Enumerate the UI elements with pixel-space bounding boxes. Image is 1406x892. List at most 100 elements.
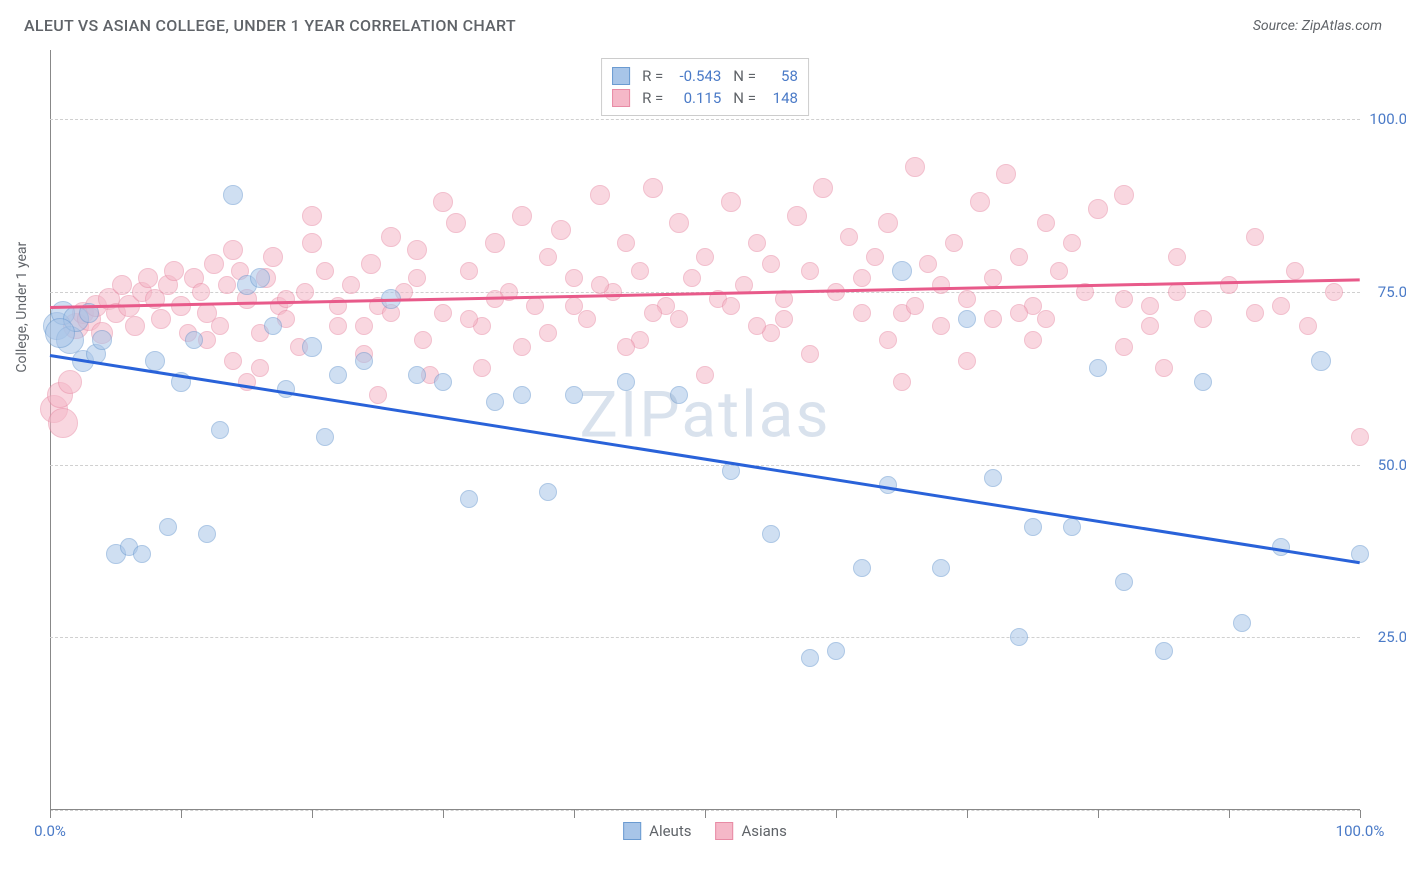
x-tick	[574, 810, 575, 818]
legend-item: Aleuts	[623, 822, 691, 840]
scatter-point	[355, 352, 373, 370]
scatter-point	[224, 352, 242, 370]
scatter-point	[1246, 228, 1264, 246]
scatter-point	[48, 408, 78, 438]
gridline-h	[50, 637, 1360, 638]
scatter-point	[670, 310, 688, 328]
x-tick	[967, 810, 968, 818]
scatter-point	[1325, 283, 1343, 301]
scatter-point	[631, 262, 649, 280]
legend-swatch	[715, 822, 733, 840]
scatter-point	[1115, 573, 1133, 591]
scatter-point	[414, 331, 432, 349]
scatter-point	[204, 254, 224, 274]
scatter-point	[1155, 359, 1173, 377]
scatter-point	[853, 304, 871, 322]
scatter-point	[1037, 214, 1055, 232]
scatter-point	[1194, 310, 1212, 328]
scatter-point	[932, 559, 950, 577]
scatter-point	[539, 483, 557, 501]
scatter-point	[164, 261, 184, 281]
scatter-point	[762, 255, 780, 273]
scatter-point	[905, 157, 925, 177]
gridline-h	[50, 465, 1360, 466]
scatter-point	[996, 164, 1016, 184]
scatter-point	[1063, 518, 1081, 536]
y-axis-label: 50.0%	[1378, 456, 1406, 474]
scatter-point	[853, 269, 871, 287]
scatter-point	[192, 283, 210, 301]
scatter-point	[1194, 373, 1212, 391]
scatter-point	[669, 213, 689, 233]
scatter-point	[801, 649, 819, 667]
scatter-point	[565, 386, 583, 404]
scatter-point	[361, 254, 381, 274]
scatter-point	[1141, 317, 1159, 335]
scatter-point	[1115, 290, 1133, 308]
scatter-point	[1089, 359, 1107, 377]
scatter-point	[1010, 248, 1028, 266]
scatter-point	[696, 248, 714, 266]
scatter-point	[45, 318, 75, 348]
scatter-point	[1233, 614, 1251, 632]
scatter-point	[223, 185, 243, 205]
scatter-point	[485, 233, 505, 253]
stats-r-label: R =	[642, 89, 663, 107]
scatter-point	[329, 366, 347, 384]
x-tick	[1360, 810, 1361, 818]
stats-n-label: N =	[733, 89, 756, 107]
scatter-point	[853, 559, 871, 577]
scatter-point	[1311, 351, 1331, 371]
x-tick	[443, 810, 444, 818]
scatter-point	[932, 317, 950, 335]
legend-label: Asians	[741, 822, 786, 840]
x-axis-label: 100.0%	[1336, 822, 1385, 840]
scatter-point	[539, 324, 557, 342]
scatter-point	[590, 185, 610, 205]
scatter-point	[906, 297, 924, 315]
scatter-point	[408, 366, 426, 384]
scatter-point	[1050, 262, 1068, 280]
scatter-point	[302, 206, 322, 226]
scatter-point	[302, 337, 322, 357]
scatter-point	[58, 370, 82, 394]
scatter-point	[827, 642, 845, 660]
scatter-point	[1063, 234, 1081, 252]
scatter-point	[1220, 276, 1238, 294]
scatter-point	[748, 317, 766, 335]
scatter-point	[92, 330, 112, 350]
scatter-point	[1141, 297, 1159, 315]
scatter-point	[683, 269, 701, 287]
scatter-point	[433, 192, 453, 212]
scatter-point	[264, 317, 282, 335]
stats-n-value: 148	[764, 89, 798, 107]
scatter-point	[460, 310, 478, 328]
scatter-point	[1299, 317, 1317, 335]
scatter-point	[958, 310, 976, 328]
scatter-point	[1351, 428, 1369, 446]
stats-row: R =0.115N =148	[612, 87, 798, 109]
scatter-point	[381, 227, 401, 247]
scatter-point	[138, 268, 158, 288]
scatter-point	[1246, 304, 1264, 322]
scatter-point	[958, 352, 976, 370]
scatter-point	[302, 233, 322, 253]
scatter-point	[984, 310, 1002, 328]
plot-area: 25.0%50.0%75.0%100.0%0.0%100.0%	[50, 50, 1360, 810]
scatter-point	[1115, 338, 1133, 356]
stats-row: R =-0.543N =58	[612, 65, 798, 87]
y-axis-label: 100.0%	[1369, 110, 1406, 128]
scatter-point	[748, 234, 766, 252]
stats-n-value: 58	[764, 67, 798, 85]
scatter-point	[526, 297, 544, 315]
scatter-point	[211, 421, 229, 439]
scatter-point	[369, 386, 387, 404]
scatter-point	[1114, 185, 1134, 205]
scatter-point	[296, 283, 314, 301]
scatter-point	[813, 178, 833, 198]
scatter-point	[984, 469, 1002, 487]
scatter-point	[1010, 628, 1028, 646]
scatter-point	[486, 393, 504, 411]
scatter-point	[840, 228, 858, 246]
scatter-point	[223, 240, 243, 260]
